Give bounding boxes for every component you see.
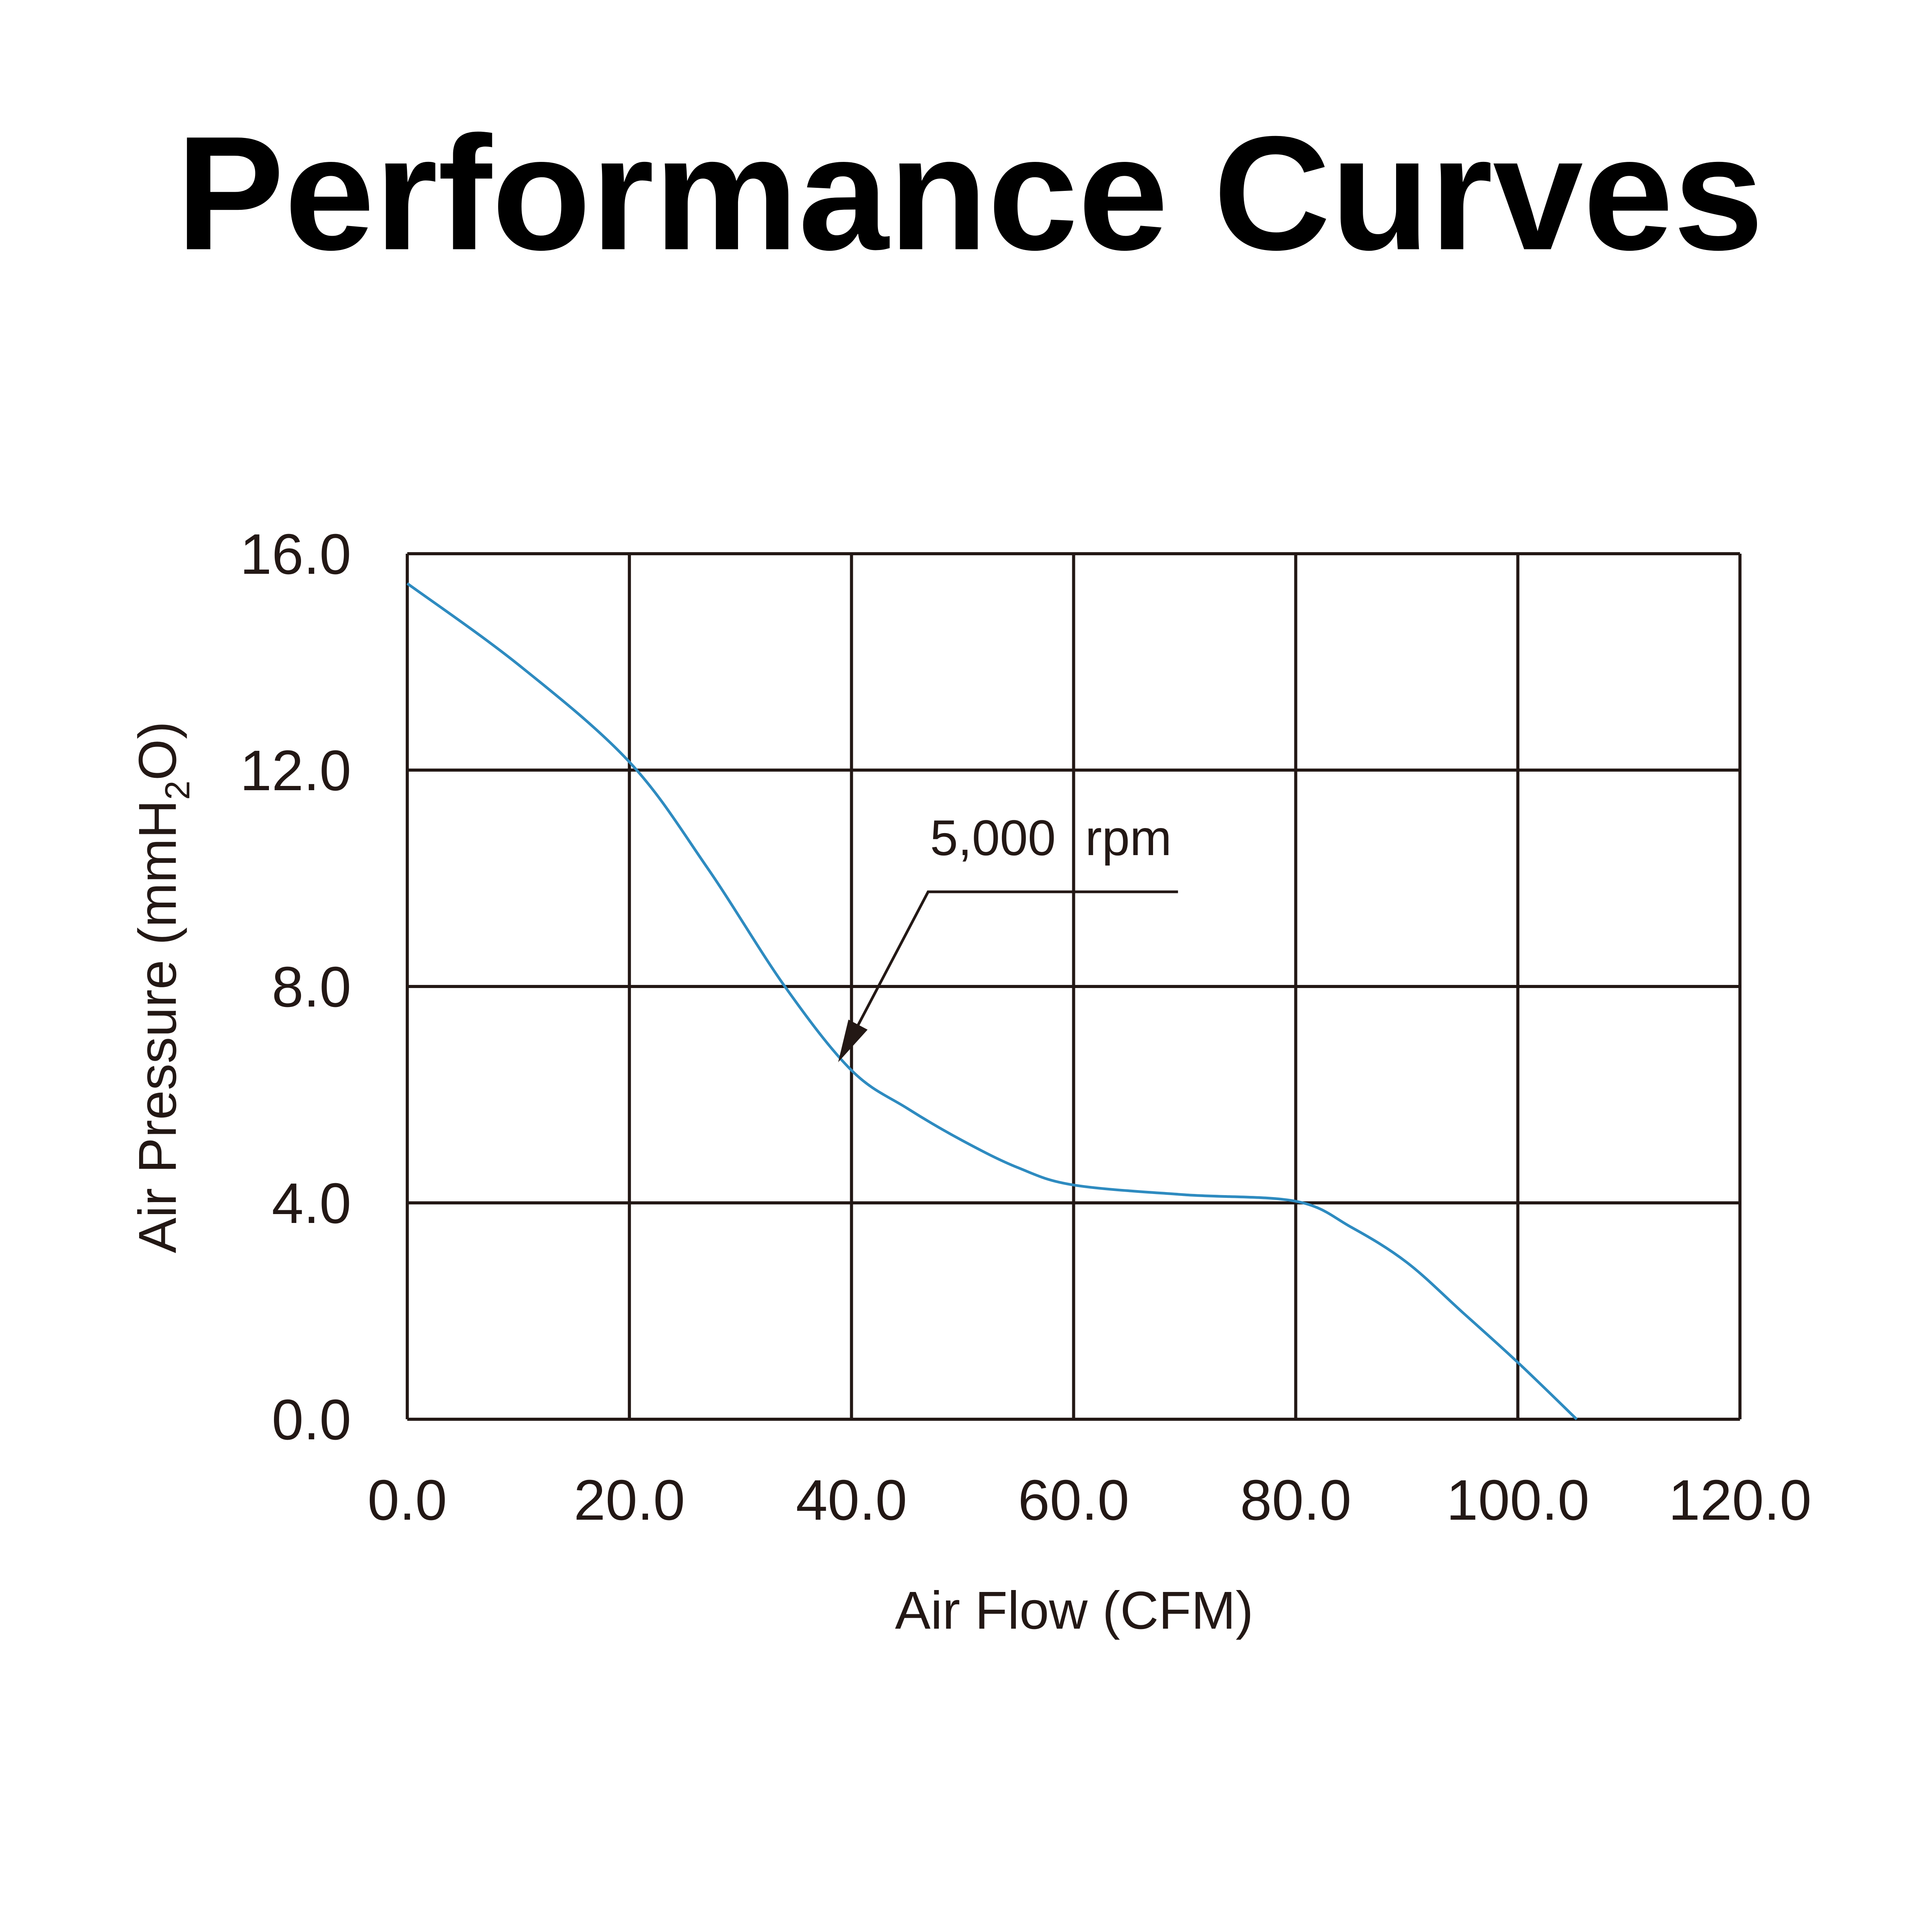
x-tick-label: 20.0: [574, 1468, 685, 1532]
x-axis-title: Air Flow (CFM): [895, 1581, 1253, 1640]
annotation-label: 5,000 rpm: [930, 810, 1172, 866]
x-tick-label: 100.0: [1446, 1468, 1589, 1532]
x-tick-label: 0.0: [367, 1468, 447, 1532]
annotation-leader-line: [849, 890, 1178, 1042]
x-tick-label: 40.0: [796, 1468, 907, 1532]
series-line-5000rpm: [406, 582, 1578, 1420]
y-tick-label: 16.0: [240, 522, 351, 586]
y-tick-label: 0.0: [272, 1388, 351, 1452]
y-tick-labels: 0.0 4.0 8.0 12.0 16.0: [240, 522, 351, 1452]
annotation-arrowhead-icon: [838, 1019, 868, 1062]
y-axis-title: Air Pressure (mmH2O): [128, 721, 197, 1253]
x-tick-labels: 0.0 20.0 40.0 60.0 80.0 100.0 120.0: [367, 1468, 1811, 1532]
y-axis-title-sub: 2: [158, 781, 197, 800]
y-tick-label: 12.0: [240, 739, 351, 803]
x-tick-label: 60.0: [1018, 1468, 1129, 1532]
chart-title: Performance Curves: [176, 103, 1764, 284]
y-axis-title-main: Air Pressure (mmH: [128, 800, 187, 1253]
y-tick-label: 8.0: [272, 955, 351, 1019]
grid: [406, 552, 1742, 1421]
y-axis-title-end: O): [128, 721, 187, 781]
x-tick-label: 80.0: [1240, 1468, 1351, 1532]
x-tick-label: 120.0: [1668, 1468, 1811, 1532]
annotation: 5,000 rpm: [838, 810, 1178, 1062]
y-tick-label: 4.0: [272, 1172, 351, 1235]
